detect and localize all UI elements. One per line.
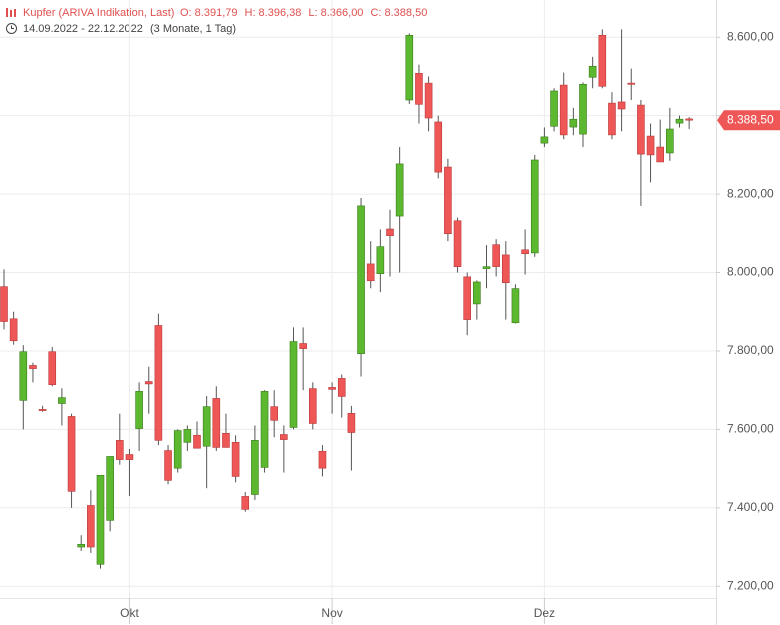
candle-body: [289, 341, 298, 428]
candle-body: [19, 351, 28, 401]
candle-body: [588, 65, 597, 78]
candle-body: [125, 454, 134, 460]
ohlc-label: H: 8.396,38: [245, 7, 302, 19]
candle-body: [241, 496, 250, 510]
y-tick-label: 7.200,00: [727, 578, 774, 592]
candle-body: [67, 416, 76, 492]
candle-body: [260, 391, 269, 468]
candle-body: [617, 101, 626, 110]
ohlc-label: C: 8.388,50: [370, 7, 427, 19]
candle-body: [38, 409, 47, 411]
candle-body: [376, 246, 385, 275]
candle-body: [492, 244, 500, 267]
candle-body: [366, 263, 375, 282]
candle-body: [318, 451, 327, 469]
candle-body: [280, 434, 288, 440]
candle-body: [58, 397, 66, 404]
candle-body: [685, 118, 693, 121]
y-tick-label: 8.200,00: [727, 186, 774, 200]
candle-body: [395, 163, 404, 217]
candle-body: [270, 406, 279, 421]
candle-body: [473, 281, 481, 305]
candle-body: [328, 387, 336, 390]
candle-body: [154, 325, 163, 441]
candle-body: [9, 318, 18, 342]
y-tick-label: 8.000,00: [727, 265, 774, 279]
candle-body: [598, 34, 607, 87]
period: (3 Monate, 1 Tag): [150, 23, 236, 35]
candle-body: [675, 118, 684, 124]
candle-body: [337, 378, 346, 397]
candle-body: [608, 102, 616, 136]
candle-body: [656, 146, 665, 163]
candle-body: [415, 73, 423, 105]
candle-body: [48, 351, 57, 385]
candle-body: [666, 128, 674, 154]
candle-body: [501, 254, 510, 284]
x-tick-label: Nov: [321, 606, 342, 620]
candle-body: [29, 365, 37, 369]
y-tick-label: 7.400,00: [727, 500, 774, 514]
y-tick-label: 8.600,00: [727, 29, 774, 43]
candle-body: [559, 84, 568, 136]
candle-body: [444, 166, 452, 235]
candle-body: [96, 474, 105, 565]
candle-body: [405, 34, 414, 101]
candle-body: [299, 343, 307, 349]
candle-body: [569, 118, 578, 128]
clock-hands: [11, 25, 14, 29]
chart-title: Kupfer (ARIVA Indikation, Last): [23, 7, 174, 19]
candle-body: [646, 135, 655, 156]
candle-body: [144, 381, 153, 385]
x-tick-label: Dez: [534, 606, 555, 620]
candle-body: [183, 429, 192, 443]
candle-body: [627, 82, 636, 85]
candle-body: [116, 440, 124, 460]
candle-body: [0, 286, 8, 322]
date-range: 14.09.2022 - 22.12.2022: [23, 23, 143, 35]
candle-body: [482, 266, 491, 269]
candle-body: [106, 456, 114, 521]
candle-body: [193, 434, 201, 449]
candle-body: [386, 228, 394, 236]
candle-body: [540, 136, 549, 144]
ohlc-label: L: 8.366,00: [308, 7, 363, 19]
candle-body: [164, 450, 172, 481]
ohlc-label: O: 8.391,79: [180, 7, 238, 19]
y-tick-label: 7.800,00: [727, 343, 774, 357]
candle-body: [453, 220, 462, 267]
candle-body: [579, 84, 587, 135]
candle-body: [530, 159, 539, 254]
candle-body: [550, 90, 558, 127]
last-price-label: 8.388,50: [727, 112, 774, 126]
candle-body: [308, 388, 317, 424]
clock-icon: [6, 23, 17, 34]
candle-body: [424, 82, 433, 119]
candle-body: [202, 406, 211, 447]
candle-body: [173, 430, 182, 469]
candle-body: [222, 433, 230, 448]
ohlc-header: O: 8.391,79 H: 8.396,38 L: 8.366,00 C: 8.38…: [180, 7, 427, 19]
candle-body: [251, 440, 259, 495]
candle-body: [434, 121, 443, 173]
candle-body: [347, 413, 356, 433]
candle-body: [511, 288, 520, 324]
instrument-icon: [6, 8, 16, 17]
y-tick-label: 7.600,00: [727, 422, 774, 436]
candle-body: [463, 276, 472, 320]
candle-body: [231, 442, 240, 477]
candle-body: [135, 391, 143, 429]
candle-body: [77, 543, 85, 548]
candle-body: [637, 104, 645, 155]
candle-body: [357, 205, 365, 355]
last-price-tag: [717, 110, 780, 131]
candle-body: [87, 505, 95, 548]
x-tick-label: Okt: [120, 606, 139, 620]
candle-body: [521, 249, 529, 255]
candle-body: [212, 398, 221, 448]
